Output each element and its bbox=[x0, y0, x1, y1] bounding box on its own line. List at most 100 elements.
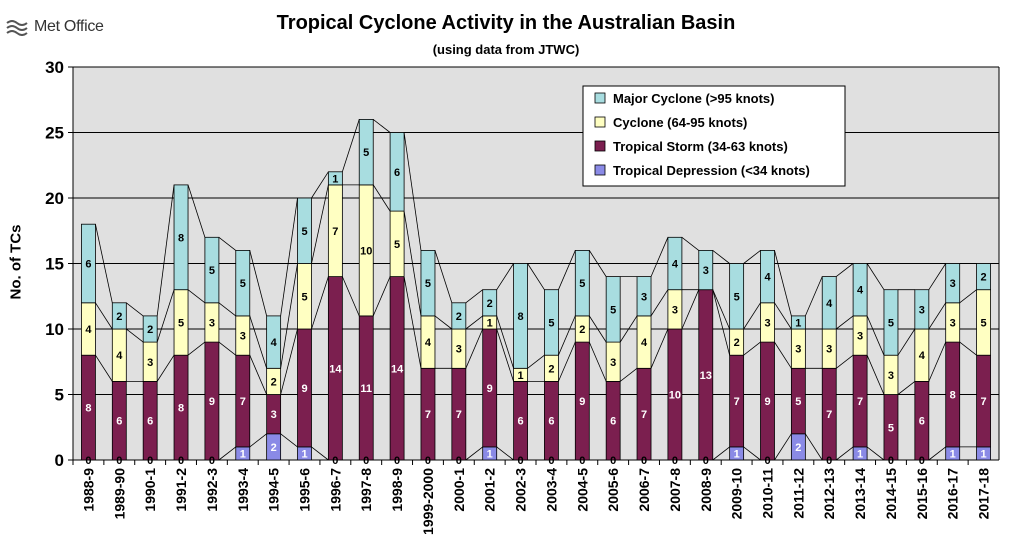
series-connector bbox=[187, 184, 206, 238]
bar-segment bbox=[111, 302, 127, 330]
bar-segment bbox=[667, 236, 683, 291]
y-tick-label: 30 bbox=[45, 58, 64, 77]
x-tick-label: 1993-4 bbox=[235, 468, 251, 512]
x-tick-label: 1999-2000 bbox=[420, 468, 436, 535]
data-label: 0 bbox=[548, 455, 554, 467]
series-connector bbox=[619, 367, 638, 382]
x-tick-label: 2011-12 bbox=[790, 468, 806, 519]
data-label: 7 bbox=[641, 409, 647, 421]
x-tick-label: 2017-18 bbox=[976, 468, 992, 520]
data-label: 3 bbox=[271, 409, 277, 421]
series-connector bbox=[866, 263, 885, 290]
bar-segment bbox=[574, 249, 590, 317]
series-connector bbox=[650, 289, 669, 317]
data-label: 0 bbox=[147, 455, 153, 467]
data-label: 7 bbox=[332, 226, 338, 238]
legend-swatch bbox=[594, 92, 606, 104]
series-connector bbox=[280, 197, 298, 316]
data-label: 4 bbox=[85, 324, 92, 336]
data-label: 9 bbox=[764, 396, 770, 408]
series-connector bbox=[95, 224, 113, 303]
series-connector bbox=[341, 276, 360, 317]
series-connector bbox=[681, 236, 700, 251]
series-connector bbox=[588, 250, 607, 277]
legend-swatch bbox=[594, 140, 606, 152]
data-label: 1 bbox=[518, 370, 524, 382]
series-connector bbox=[465, 289, 483, 304]
bar-segment bbox=[358, 119, 374, 186]
data-label: 13 bbox=[700, 370, 712, 382]
x-tick-label: 2015-16 bbox=[914, 468, 930, 520]
series-connector bbox=[311, 171, 329, 199]
x-tick-label: 1994-5 bbox=[266, 468, 282, 512]
bar-segment bbox=[81, 223, 96, 304]
data-label: 3 bbox=[209, 317, 215, 329]
data-label: 6 bbox=[548, 416, 554, 428]
data-label: 4 bbox=[271, 337, 278, 349]
data-label: 4 bbox=[641, 337, 648, 349]
data-label: 4 bbox=[672, 259, 679, 271]
data-label: 1 bbox=[981, 448, 987, 460]
series-connector bbox=[804, 276, 823, 317]
series-connector bbox=[743, 302, 761, 330]
x-tick-label: 2004-5 bbox=[574, 468, 590, 512]
series-connector bbox=[434, 250, 453, 303]
met-office-logo-icon bbox=[6, 20, 28, 36]
series-connector bbox=[156, 354, 175, 382]
series-connector bbox=[743, 446, 761, 461]
bar-segment bbox=[420, 249, 436, 317]
bar-segment bbox=[482, 289, 498, 317]
series-connector bbox=[372, 276, 391, 317]
data-label: 5 bbox=[548, 317, 554, 329]
data-label: 3 bbox=[919, 304, 925, 316]
data-label: 0 bbox=[363, 455, 369, 467]
series-connector bbox=[280, 263, 298, 369]
x-tick-label: 2009-10 bbox=[729, 468, 745, 520]
data-label: 2 bbox=[579, 324, 585, 336]
series-connector bbox=[311, 184, 329, 264]
bar-segment bbox=[142, 315, 158, 343]
x-tick-label: 2000-1 bbox=[451, 468, 467, 512]
data-label: 0 bbox=[518, 455, 524, 467]
series-connector bbox=[959, 289, 977, 304]
data-label: 7 bbox=[456, 409, 462, 421]
data-label: 1 bbox=[301, 448, 307, 460]
x-tick-label: 2006-7 bbox=[636, 468, 652, 512]
data-label: 5 bbox=[209, 265, 215, 277]
data-label: 0 bbox=[610, 455, 616, 467]
data-label: 0 bbox=[332, 455, 338, 467]
data-label: 10 bbox=[669, 390, 681, 402]
series-connector bbox=[835, 315, 854, 330]
x-tick-label: 2007-8 bbox=[667, 468, 683, 512]
data-label: 2 bbox=[487, 298, 493, 310]
series-connector bbox=[805, 433, 823, 461]
legend-swatch bbox=[594, 164, 606, 176]
bar-segment bbox=[451, 302, 467, 330]
series-connector bbox=[218, 446, 237, 461]
data-label: 8 bbox=[178, 403, 184, 415]
series-connector bbox=[866, 315, 885, 356]
series-connector bbox=[959, 341, 977, 356]
data-label: 1 bbox=[857, 448, 863, 460]
bar-segment bbox=[636, 276, 652, 317]
y-tick-label: 20 bbox=[45, 189, 64, 208]
logo-text: Met Office bbox=[34, 18, 104, 35]
x-tick-label: 2003-4 bbox=[543, 468, 559, 512]
legend-label: Tropical Depression (<34 knots) bbox=[613, 163, 810, 178]
series-connector bbox=[249, 315, 268, 369]
series-connector bbox=[835, 263, 854, 277]
series-connector bbox=[650, 328, 669, 369]
bar-segment bbox=[976, 263, 991, 291]
x-tick-label: 2008-9 bbox=[698, 468, 714, 512]
y-tick-label: 10 bbox=[45, 320, 64, 339]
y-tick-label: 15 bbox=[45, 255, 64, 274]
series-connector bbox=[187, 341, 206, 356]
series-connector bbox=[558, 315, 576, 356]
x-tick-label: 1998-9 bbox=[389, 468, 405, 512]
data-label: 7 bbox=[734, 396, 740, 408]
series-connector bbox=[95, 302, 113, 330]
series-connector bbox=[403, 132, 422, 251]
series-connector bbox=[280, 433, 298, 448]
data-label: 5 bbox=[178, 317, 184, 329]
